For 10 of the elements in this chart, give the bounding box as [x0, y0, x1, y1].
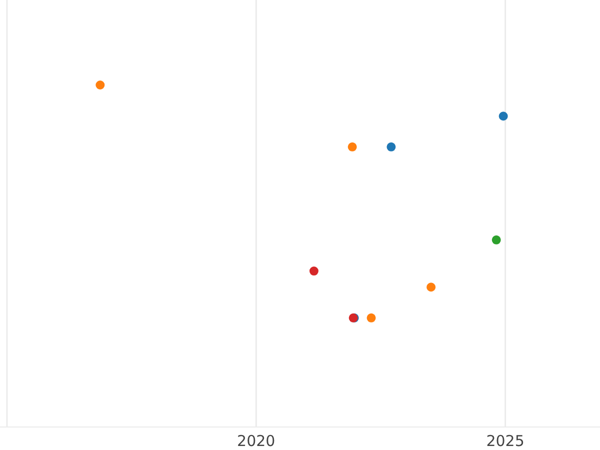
- point: [386, 142, 396, 152]
- point: [96, 80, 105, 90]
- point: [366, 313, 376, 322]
- point: [492, 235, 501, 244]
- x-tick-label: 2020: [237, 432, 276, 450]
- point: [309, 266, 318, 276]
- point: [348, 142, 357, 152]
- x-tick-label: 2025: [486, 432, 524, 450]
- point: [498, 112, 508, 121]
- point: [426, 282, 436, 292]
